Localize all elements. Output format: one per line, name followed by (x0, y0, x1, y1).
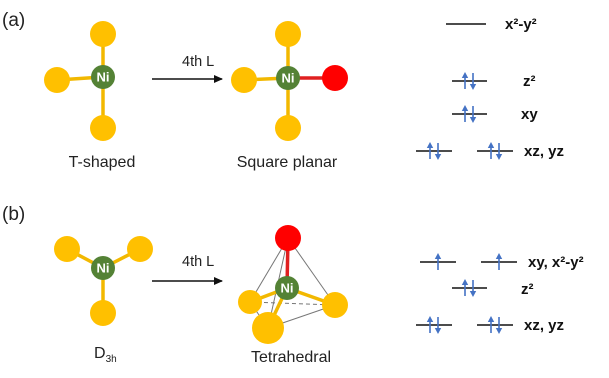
level-xzyz-label: xz, yz (524, 317, 564, 334)
ni-label: Ni (97, 261, 110, 276)
ni-atom (276, 66, 300, 90)
level-xy-x2y2-label: xy, x²-y² (528, 254, 584, 271)
t-shaped-molecule: Ni (44, 21, 116, 141)
tetrahedral-molecule: Ni (238, 225, 348, 344)
ni-atom (275, 276, 299, 300)
ligand-atom (90, 21, 116, 47)
ligand-atom (252, 312, 284, 344)
ni-label: Ni (282, 71, 295, 86)
incoming-ligand-atom (322, 65, 348, 91)
level-z2-label: z² (521, 281, 534, 298)
ni-label: Ni (97, 70, 110, 85)
incoming-ligand-atom (275, 225, 301, 251)
level-xy-label: xy (521, 106, 538, 123)
arrow-a-label: 4th L (182, 54, 214, 70)
panel-b-label: (b) (2, 204, 25, 225)
tetrahedral-caption: Tetrahedral (251, 349, 331, 366)
ni-atom (91, 65, 115, 89)
ligand-atom (322, 292, 348, 318)
level-z2-label: z² (523, 73, 536, 90)
ligand-atom (44, 67, 70, 93)
d3h-molecule: Ni (54, 236, 153, 326)
ligand-atom (90, 115, 116, 141)
hidden-edge (249, 301, 336, 306)
square-planar-molecule: Ni (231, 21, 348, 141)
energy-diagram-b: xy, x²-y² z² xz, yz (416, 252, 584, 335)
level-xzyz-label: xz, yz (524, 143, 564, 160)
panel-a-label: (a) (2, 10, 25, 31)
t-shaped-caption: T-shaped (69, 154, 136, 171)
arrow-b-label: 4th L (182, 254, 214, 270)
edge (287, 237, 336, 306)
ni-label: Ni (281, 281, 294, 296)
ligand-atom (127, 236, 153, 262)
energy-diagram-a: x²-y² z² xy xz, yz (416, 16, 564, 161)
ligand-atom (275, 21, 301, 47)
level-x2y2-label: x²-y² (505, 16, 537, 33)
ligand-atom (238, 290, 262, 314)
ligand-atom (231, 67, 257, 93)
ligand-atom (275, 115, 301, 141)
d3h-caption: D3h (94, 345, 117, 365)
ligand-atom (90, 300, 116, 326)
square-planar-caption: Square planar (237, 154, 338, 171)
ni-atom (91, 256, 115, 280)
ligand-atom (54, 236, 80, 262)
